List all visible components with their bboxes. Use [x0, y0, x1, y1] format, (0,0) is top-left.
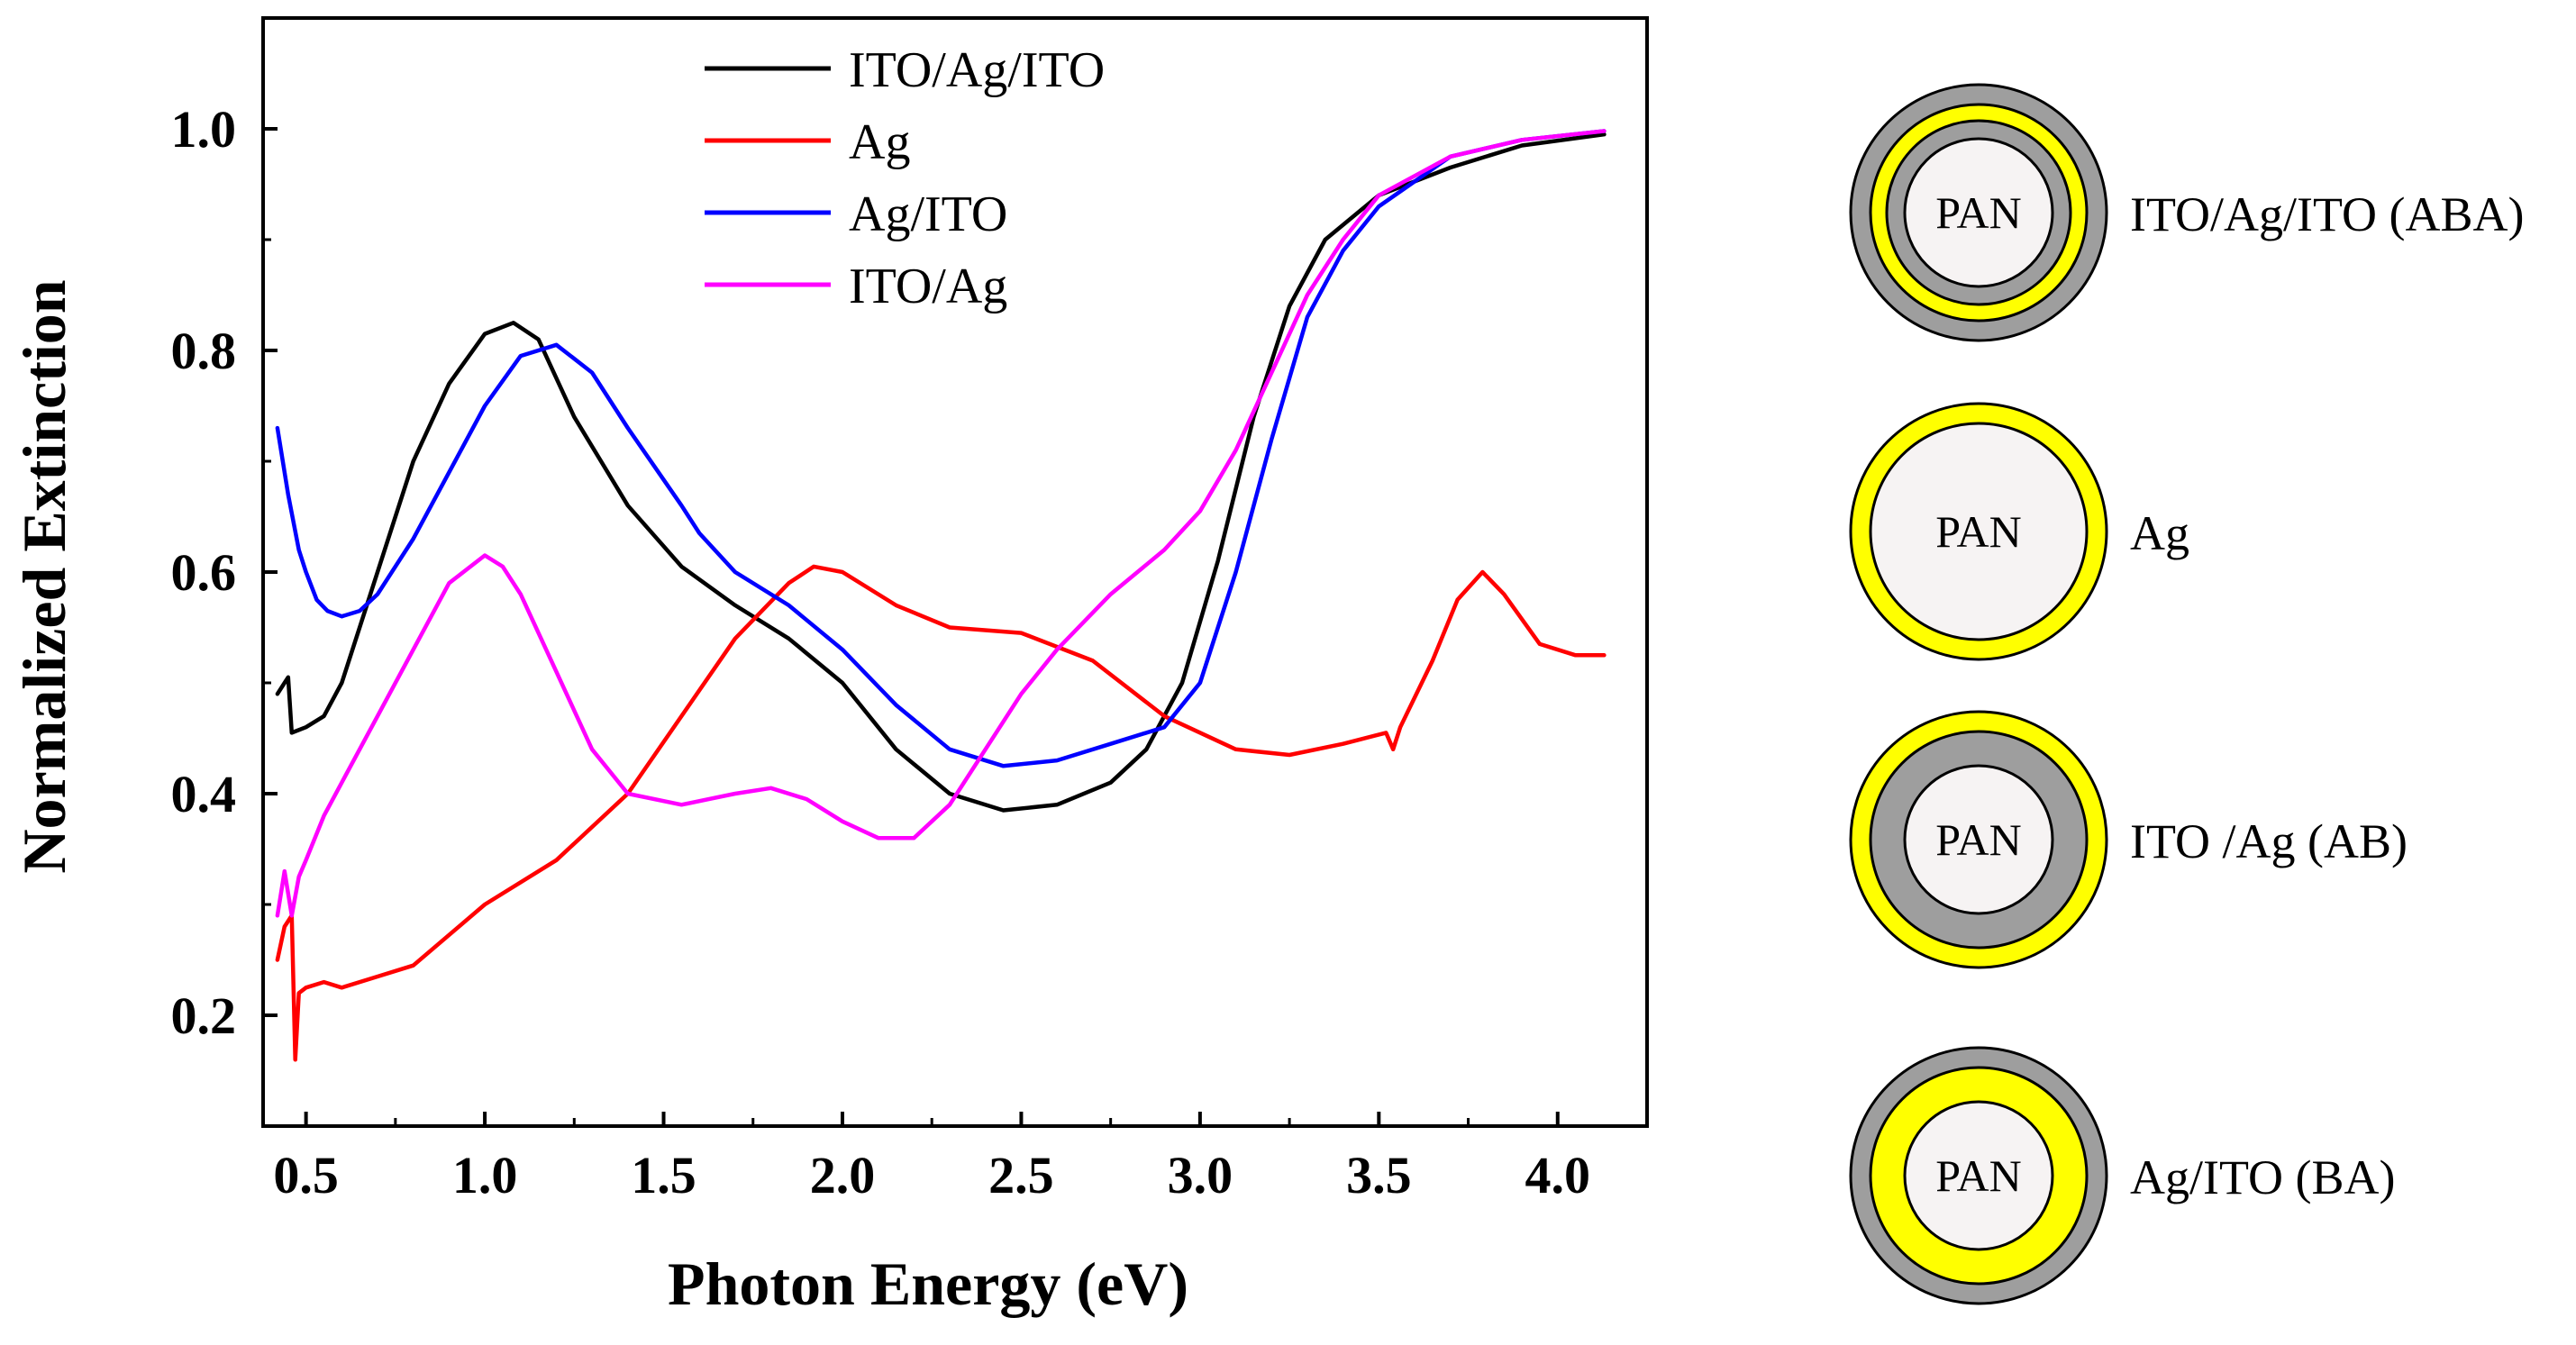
pan-core-label: PAN: [1935, 506, 2021, 557]
y-axis-title: Normalized Extinction: [10, 279, 78, 873]
schematic-label: Ag/ITO (BA): [2130, 1150, 2395, 1204]
legend-label: Ag: [849, 114, 910, 170]
y-tick-label: 0.2: [171, 986, 237, 1045]
y-tick-label: 0.4: [171, 765, 237, 823]
schematic-2: PAN Ag: [1849, 402, 2189, 661]
x-tick-label: 2.5: [988, 1146, 1054, 1204]
series-line-4: [275, 129, 1607, 918]
y-ticks: 0.2 0.4 0.6 0.8 1.0: [171, 16, 278, 1128]
series-line-1: [275, 132, 1607, 813]
pan-core-label: PAN: [1935, 814, 2021, 865]
pan-core: [1903, 137, 2054, 288]
x-tick-label: 4.0: [1525, 1146, 1591, 1204]
schematic-label: ITO /Ag (AB): [2130, 814, 2408, 868]
x-tick-label: 2.0: [810, 1146, 876, 1204]
legend-label: ITO/Ag: [849, 259, 1007, 314]
series-line-3: [275, 129, 1607, 768]
y-tick-label: 0.6: [171, 543, 237, 602]
schematic-4: PAN Ag/ITO (BA): [1849, 1046, 2395, 1305]
x-tick-label: 3.0: [1168, 1146, 1233, 1204]
x-tick-label: 1.0: [452, 1146, 518, 1204]
pan-core-label: PAN: [1935, 1150, 2021, 1201]
schematic-3: PAN ITO /Ag (AB): [1849, 710, 2408, 969]
y-tick-label: 1.0: [171, 100, 237, 159]
series-layer: [275, 129, 1607, 1062]
pan-core: [1903, 1100, 2054, 1251]
legend-label: Ag/ITO: [849, 186, 1007, 242]
x-tick-label: 3.5: [1346, 1146, 1412, 1204]
pan-core: [1869, 422, 2089, 641]
plot-area: 0.5 1.0 1.5 2.0 2.5 3.0 3.5 4.0 0.2 0.4 0.6 0.8 1.0…: [171, 16, 1649, 1204]
y-tick-label: 0.8: [171, 322, 237, 380]
pan-core: [1903, 764, 2054, 915]
schematic-label: Ag: [2130, 506, 2189, 560]
plot-frame: [261, 16, 1649, 1128]
schematic-label: ITO/Ag/ITO (ABA): [2130, 187, 2524, 241]
legend: ITO/Ag/ITO Ag Ag/ITO ITO/Ag: [705, 42, 1105, 314]
pan-core-label: PAN: [1935, 187, 2021, 238]
x-tick-label: 1.5: [631, 1146, 696, 1204]
x-axis-title: Photon Energy (eV): [668, 1250, 1188, 1318]
schematic-1: PAN ITO/Ag/ITO (ABA): [1849, 83, 2524, 342]
x-tick-label: 0.5: [273, 1146, 339, 1204]
series-line-2: [275, 564, 1607, 1062]
x-ticks: 0.5 1.0 1.5 2.0 2.5 3.0 3.5 4.0: [273, 1112, 1590, 1204]
legend-label: ITO/Ag/ITO: [849, 42, 1105, 98]
